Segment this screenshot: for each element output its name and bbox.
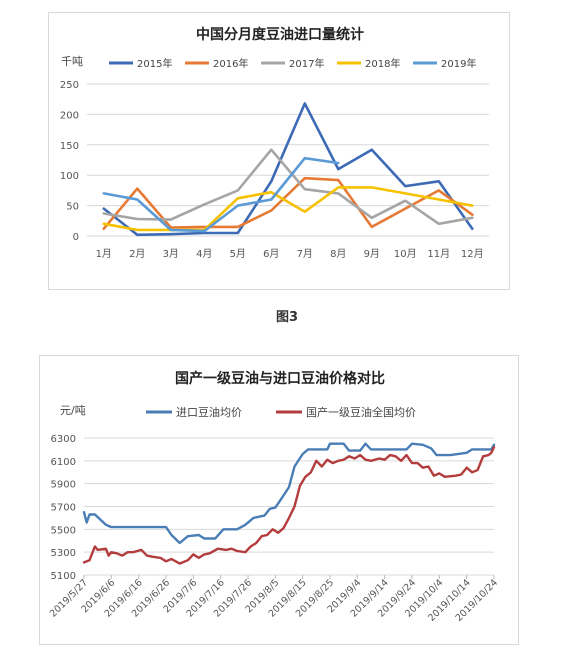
x-tick-label-10: 10月 — [394, 248, 417, 260]
y-tick-label-5100: 5100 — [51, 571, 76, 582]
legend-label-2019年: 2019年 — [441, 57, 476, 70]
x-tick-label-12: 12月 — [461, 248, 484, 260]
x-tick-label-11: 11月 — [427, 248, 450, 260]
x-tick-label-9: 9月 — [364, 248, 380, 260]
x-tick-label-6: 6月 — [263, 248, 279, 260]
series-line-2017年 — [102, 148, 474, 226]
x-tick-label-8: 8月 — [330, 248, 346, 260]
chart-1-ylabel: 千吨 — [61, 55, 83, 68]
x-tick-label-2: 2月 — [129, 248, 145, 260]
series-line-2018年 — [102, 186, 474, 232]
y-tick-label-5500: 5500 — [51, 525, 76, 536]
x-tick-label-5: 5月 — [230, 248, 246, 260]
chart-2-title: 国产一级豆油与进口豆油价格对比 — [175, 370, 385, 387]
legend-label-2015年: 2015年 — [137, 57, 172, 70]
y-tick-label-5900: 5900 — [51, 480, 76, 491]
series-line-2019年 — [102, 156, 340, 233]
series-line-进口豆油均价 — [82, 442, 496, 545]
legend-label-2017年: 2017年 — [289, 57, 324, 70]
chart-panel-price-comparison: 国产一级豆油与进口豆油价格对比元/吨 进口豆油均价 国产一级豆油全国均价 5100 53… — [39, 355, 519, 645]
legend-label-2016年: 2016年 — [213, 57, 248, 70]
x-tick-label-7: 7月 — [297, 248, 313, 260]
chart-1-title: 中国分月度豆油进口量统计 — [196, 26, 364, 43]
x-tick-label-2019/5/27: 2019/5/27 — [48, 577, 90, 619]
series-line-2015年 — [102, 102, 474, 237]
y-tick-label-5300: 5300 — [51, 548, 76, 559]
x-tick-label-4: 4月 — [196, 248, 212, 260]
y-tick-label-6100: 6100 — [51, 457, 76, 468]
y-tick-label-50: 50 — [66, 202, 79, 213]
y-tick-label-100: 100 — [60, 171, 79, 182]
y-tick-label-0: 0 — [73, 232, 79, 243]
figure-caption: 图3 — [275, 310, 299, 325]
y-tick-label-5700: 5700 — [51, 503, 76, 514]
y-tick-label-250: 250 — [60, 80, 79, 91]
legend-label-国产一级豆油全国均价: 国产一级豆油全国均价 — [306, 405, 416, 419]
legend-label-2018年: 2018年 — [365, 57, 400, 70]
x-tick-label-3: 3月 — [163, 248, 179, 260]
x-tick-label-1: 1月 — [96, 248, 112, 260]
y-tick-label-6300: 6300 — [51, 434, 76, 445]
y-tick-label-150: 150 — [60, 141, 79, 152]
chart-panel-monthly-imports: 中国分月度豆油进口量统计千吨 2015年 2016年 2017年 2018年 2019年 0… — [48, 12, 510, 290]
legend-label-进口豆油均价: 进口豆油均价 — [176, 405, 242, 419]
chart-2-ylabel: 元/吨 — [60, 404, 86, 417]
series-line-国产一级豆油全国均价 — [82, 445, 496, 565]
y-tick-label-200: 200 — [60, 110, 79, 121]
